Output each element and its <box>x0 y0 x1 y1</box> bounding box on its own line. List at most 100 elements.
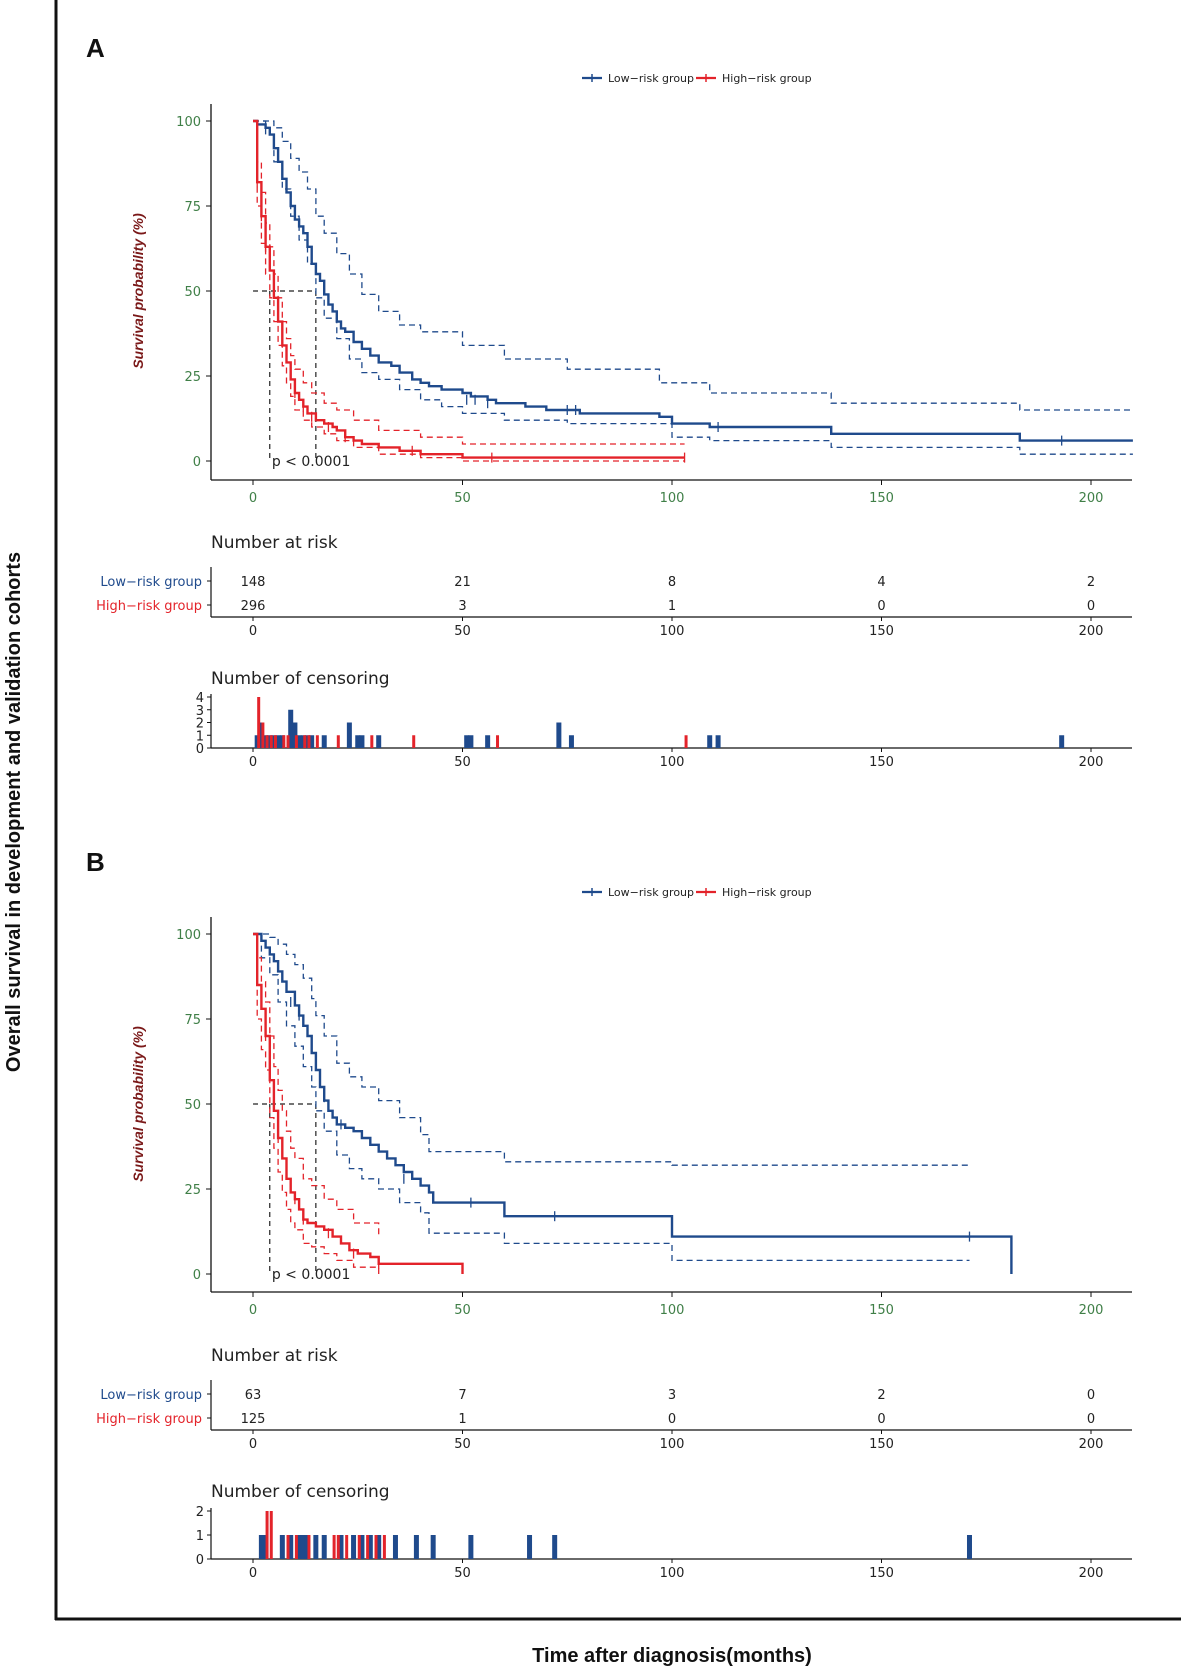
censor-bar-high <box>286 1535 290 1559</box>
censor-bar-low <box>296 735 302 748</box>
survival-curve-low <box>253 932 1013 1274</box>
risk-group-high-label: High−risk group <box>96 1412 202 1427</box>
risk-x-tick-label: 50 <box>454 1437 471 1452</box>
risk-count-low: 21 <box>454 575 471 590</box>
censor-bar-low <box>288 709 294 748</box>
censor-bar-high <box>273 735 277 748</box>
x-tick-label: 100 <box>660 1303 685 1318</box>
censor-bar-low <box>376 1535 382 1559</box>
censor-bar-low <box>376 735 382 748</box>
risk-count-high: 0 <box>1087 1412 1095 1427</box>
censor-bar-high <box>374 1535 378 1559</box>
censoring-title: Number of censoring <box>211 1482 390 1502</box>
censor-y-tick-label: 4 <box>196 691 204 706</box>
censor-bar-high <box>366 1535 370 1559</box>
censor-bar-low <box>552 1535 558 1559</box>
figure-x-title: Time after diagnosis(months) <box>532 1645 812 1667</box>
censor-bar-high <box>307 1535 311 1559</box>
censor-bar-high <box>315 735 319 748</box>
censor-x-tick-label: 200 <box>1079 755 1104 770</box>
censor-bar-low <box>485 735 491 748</box>
censor-bar-high <box>265 735 269 748</box>
legend-high-label: High−risk group <box>722 72 812 85</box>
censor-bar-high <box>257 697 261 748</box>
censor-y-tick-label: 1 <box>196 1529 204 1544</box>
risk-count-high: 3 <box>458 599 466 614</box>
panel-letter: A <box>86 33 105 63</box>
ci-upper-high <box>253 120 685 445</box>
risk-count-low: 63 <box>245 1388 262 1403</box>
risk-table-title: Number at risk <box>211 533 338 553</box>
censor-bar-low <box>715 735 721 748</box>
censor-bar-high <box>345 1535 349 1559</box>
risk-table-title: Number at risk <box>211 1346 338 1366</box>
survival-curve-high <box>253 119 685 459</box>
censor-bar-low <box>338 1535 344 1559</box>
risk-x-tick-label: 100 <box>660 1437 685 1452</box>
x-tick-label: 50 <box>454 491 471 506</box>
censor-bar-high <box>265 1511 269 1559</box>
censor-bar-low <box>300 1535 306 1559</box>
x-tick-label: 200 <box>1079 491 1104 506</box>
y-tick-label: 75 <box>184 1013 201 1028</box>
risk-count-low: 8 <box>668 575 676 590</box>
risk-count-high: 125 <box>241 1412 266 1427</box>
censor-bar-low <box>258 1535 264 1559</box>
censor-bar-low <box>321 1535 327 1559</box>
censor-bar-low <box>430 1535 436 1559</box>
censor-bar-high <box>261 722 265 748</box>
censor-bar-low <box>556 722 562 748</box>
censor-bar-high <box>294 1535 298 1559</box>
censor-bar-high <box>412 735 416 748</box>
y-tick-label: 50 <box>184 1098 201 1113</box>
risk-count-low: 2 <box>1087 575 1095 590</box>
ci-upper-low <box>253 120 1133 411</box>
risk-count-low: 4 <box>877 575 885 590</box>
censor-bar-low <box>288 1535 294 1559</box>
ci-lower-high <box>253 933 380 1274</box>
ci-lower-low <box>253 933 970 1262</box>
ci-upper-low <box>253 933 970 1166</box>
censor-bar-high <box>307 735 311 748</box>
x-tick-label: 0 <box>249 491 257 506</box>
x-tick-label: 150 <box>869 1303 894 1318</box>
survival-curve-low <box>253 119 1133 442</box>
figure-y-title: Overall survival in development and vali… <box>3 552 25 1072</box>
risk-x-tick-label: 100 <box>660 624 685 639</box>
p-value-label: p < 0.0001 <box>272 1267 351 1283</box>
censor-y-tick-label: 3 <box>196 704 204 719</box>
risk-count-high: 0 <box>877 1412 885 1427</box>
censor-x-tick-label: 0 <box>249 755 257 770</box>
censor-bar-high <box>357 1535 361 1559</box>
censor-y-tick-label: 2 <box>196 1505 204 1520</box>
legend-high-label: High−risk group <box>722 886 812 899</box>
censor-bar-high <box>332 1535 336 1559</box>
censor-bar-low <box>275 735 281 748</box>
censor-bar-low <box>355 735 361 748</box>
x-tick-label: 50 <box>454 1303 471 1318</box>
censor-bar-low <box>1059 735 1065 748</box>
censoring-title: Number of censoring <box>211 669 390 689</box>
x-tick-label: 100 <box>660 491 685 506</box>
risk-count-low: 148 <box>241 575 266 590</box>
risk-x-tick-label: 0 <box>249 624 257 639</box>
censor-x-tick-label: 100 <box>660 1566 685 1581</box>
censor-bar-low <box>313 1535 319 1559</box>
risk-x-tick-label: 200 <box>1079 1437 1104 1452</box>
censor-y-tick-label: 1 <box>196 729 204 744</box>
censor-bar-high <box>294 735 298 748</box>
y-tick-label: 50 <box>184 285 201 300</box>
censor-x-tick-label: 200 <box>1079 1566 1104 1581</box>
censor-bar-high <box>282 735 286 748</box>
y-axis-label: Survival probability (%) <box>130 1026 146 1182</box>
panel-letter: B <box>86 847 105 877</box>
y-tick-label: 25 <box>184 370 201 385</box>
risk-count-high: 0 <box>668 1412 676 1427</box>
legend-low-label: Low−risk group <box>608 886 694 899</box>
y-tick-label: 75 <box>184 200 201 215</box>
censor-bar-high <box>336 735 340 748</box>
censor-bar-low <box>367 1535 373 1559</box>
